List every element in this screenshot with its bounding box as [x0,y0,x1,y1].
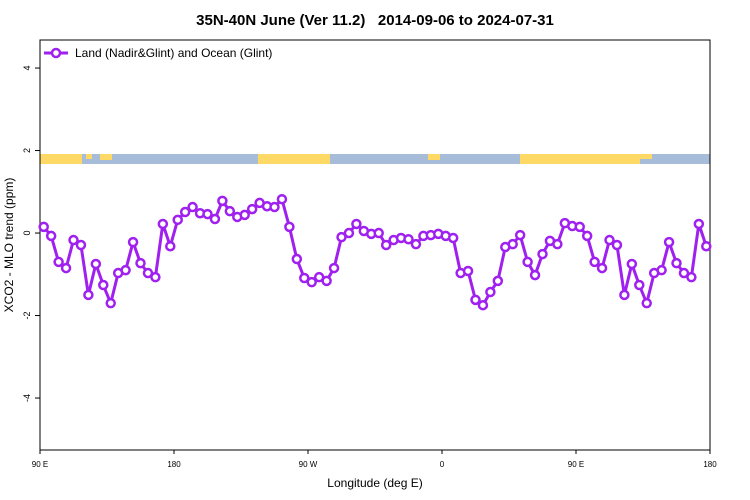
data-point [209,213,221,225]
data-point [306,276,317,288]
data-point [165,240,176,252]
data-point [179,206,191,218]
x-tick-label: 90 E [32,460,48,469]
data-point [284,221,295,233]
data-point [172,214,183,226]
x-tick-label: 0 [440,460,445,469]
data-point [470,294,481,306]
data-point [507,238,518,250]
data-point [634,279,645,291]
data-point [38,221,49,233]
data-point [142,267,154,279]
legend-label: Land (Nadir&Glint) and Ocean (Glint) [75,46,272,60]
data-point [269,201,280,213]
x-axis-label: Longitude (deg E) [327,476,422,490]
y-tick-label: -4 [22,394,32,402]
data-point [701,240,712,252]
y-tick-label: -2 [22,312,32,320]
data-point [462,265,474,277]
data-point [656,264,667,276]
data-point [60,262,72,274]
data-point [641,297,652,309]
data-point [83,289,94,301]
data-point [150,271,161,283]
data-point [336,231,347,243]
data-point [686,271,697,283]
data-point [53,256,64,268]
data-point [187,201,198,213]
data-point [574,221,585,233]
data-point [246,203,258,215]
data-point [299,272,310,284]
legend-marker [50,47,62,59]
land-ocean-strip [40,154,710,164]
data-point [90,258,102,270]
y-tick-label: 2 [22,148,32,153]
series-line [42,197,708,307]
chart-title: 35N-40N June (Ver 11.2) 2014-09-06 to 20… [196,12,554,29]
data-point [596,262,608,274]
data-point [321,275,332,287]
x-tick-label: 180 [703,460,717,469]
x-tick-label: 90 W [299,460,318,469]
data-point [105,297,116,309]
data-point [120,264,131,276]
data-point [239,209,250,221]
data-point [581,230,593,242]
data-point [485,286,496,298]
data-point [447,232,459,244]
data-point [552,238,563,250]
data-point [604,234,615,246]
data-point [343,227,355,239]
data-point [678,267,690,279]
data-point [224,205,236,217]
data-point [626,258,638,270]
data-point [514,229,526,241]
data-point [157,218,169,230]
y-tick-label: 4 [22,66,32,71]
data-point [410,238,422,250]
data-point [671,257,682,269]
y-tick-label: 0 [22,231,32,236]
data-point [611,239,623,251]
data-point [693,218,705,230]
data-point [276,193,288,205]
data-point [98,279,109,291]
data-point [522,256,533,268]
data-point [619,289,630,301]
data-point [589,256,600,268]
x-tick-label: 90 E [568,460,584,469]
data-point [328,262,340,274]
data-point [492,275,504,287]
data-point [380,239,392,251]
data-point [537,248,548,260]
data-point [403,233,414,245]
data-point [202,208,213,220]
data-point [135,257,146,269]
data-point [127,236,139,248]
data-point [45,230,57,242]
data-point [663,236,675,248]
y-axis-label: XCO2 - MLO trend (ppm) [2,178,16,313]
data-point [291,253,303,265]
data-point [477,299,489,311]
data-point [529,269,541,281]
data-point [217,195,228,207]
data-point [68,234,79,246]
data-point [373,227,384,239]
data-point [75,239,87,251]
x-tick-label: 180 [167,460,181,469]
data-point [351,218,362,230]
